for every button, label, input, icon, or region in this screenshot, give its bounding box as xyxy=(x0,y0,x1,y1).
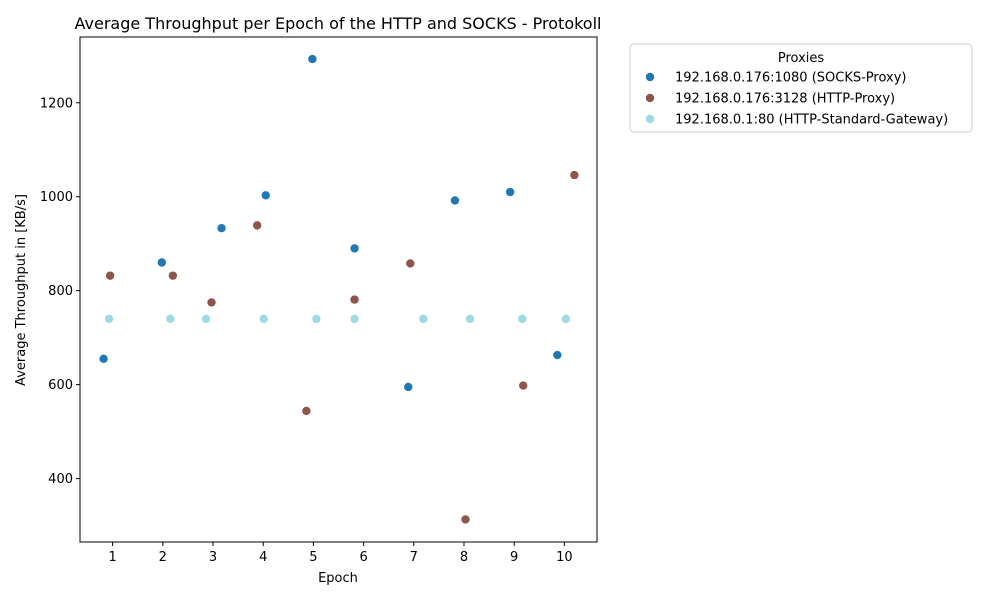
legend: Proxies 192.168.0.176:1080 (SOCKS-Proxy)… xyxy=(629,43,973,133)
x-tick-label: 9 xyxy=(510,550,518,565)
legend-label: 192.168.0.176:1080 (SOCKS-Proxy) xyxy=(675,71,907,86)
x-tick-label: 4 xyxy=(259,550,267,565)
data-point-series-2 xyxy=(207,298,216,307)
y-tick-label: 400 xyxy=(48,472,73,487)
y-axis: 400 600 800 1000 1200 xyxy=(40,96,80,487)
data-point-series-1 xyxy=(450,196,460,205)
data-point-series-3 xyxy=(259,314,268,324)
data-point-series-2 xyxy=(168,271,178,280)
data-point-series-2 xyxy=(105,271,115,280)
data-point-series-2 xyxy=(252,221,262,230)
data-point-series-1 xyxy=(505,187,515,197)
y-tick-label: 600 xyxy=(48,378,73,393)
data-point-series-3 xyxy=(465,314,475,324)
legend-label: 192.168.0.1:80 (HTTP-Standard-Gateway) xyxy=(675,113,948,128)
data-point-series-3 xyxy=(350,314,359,324)
data-point-series-1 xyxy=(350,244,359,253)
legend-entries: 192.168.0.176:1080 (SOCKS-Proxy) 192.168.… xyxy=(645,71,948,128)
data-point-series-1 xyxy=(404,382,413,392)
x-tick-label: 1 xyxy=(108,550,116,565)
data-point-series-2 xyxy=(461,515,470,524)
data-point-series-3 xyxy=(419,314,428,324)
legend-marker xyxy=(645,93,655,103)
x-tick-label: 5 xyxy=(309,550,317,565)
x-axis-title: Epoch xyxy=(318,571,358,586)
data-point-series-2 xyxy=(350,295,359,304)
data-point-series-1 xyxy=(261,191,270,200)
data-points xyxy=(99,54,579,524)
y-axis-title: Average Throughput in [KB/s] xyxy=(14,194,29,386)
data-point-series-2 xyxy=(406,259,415,268)
data-point-series-3 xyxy=(312,314,321,324)
x-tick-label: 8 xyxy=(460,550,468,565)
plot-area xyxy=(79,36,598,543)
data-point-series-2 xyxy=(302,406,311,416)
data-point-series-1 xyxy=(553,350,562,360)
y-tick-label: 1200 xyxy=(40,96,73,111)
legend-title: Proxies xyxy=(778,51,825,66)
data-point-series-1 xyxy=(99,354,108,363)
x-tick-label: 7 xyxy=(410,550,418,565)
legend-box xyxy=(629,43,973,133)
data-point-series-3 xyxy=(561,314,571,324)
data-point-series-3 xyxy=(518,314,527,324)
chart-title: Average Throughput per Epoch of the HTTP… xyxy=(75,14,602,33)
legend-marker xyxy=(645,72,655,82)
data-point-series-1 xyxy=(308,54,317,64)
x-tick-label: 3 xyxy=(209,550,217,565)
data-point-series-2 xyxy=(519,381,528,390)
data-point-series-1 xyxy=(157,258,167,267)
data-point-series-3 xyxy=(104,314,114,324)
legend-label: 192.168.0.176:3128 (HTTP-Proxy) xyxy=(675,92,895,107)
y-tick-label: 800 xyxy=(48,284,73,299)
x-tick-label: 6 xyxy=(359,550,367,565)
x-tick-label: 10 xyxy=(556,550,573,565)
data-point-series-1 xyxy=(217,223,226,233)
legend-marker xyxy=(645,114,655,124)
data-point-series-2 xyxy=(570,170,579,180)
data-point-series-3 xyxy=(201,314,211,324)
data-point-series-3 xyxy=(166,314,175,324)
x-tick-label: 2 xyxy=(159,550,167,565)
y-tick-label: 1000 xyxy=(40,190,73,205)
x-axis: 1 2 3 4 5 6 7 8 9 10 xyxy=(108,542,573,565)
